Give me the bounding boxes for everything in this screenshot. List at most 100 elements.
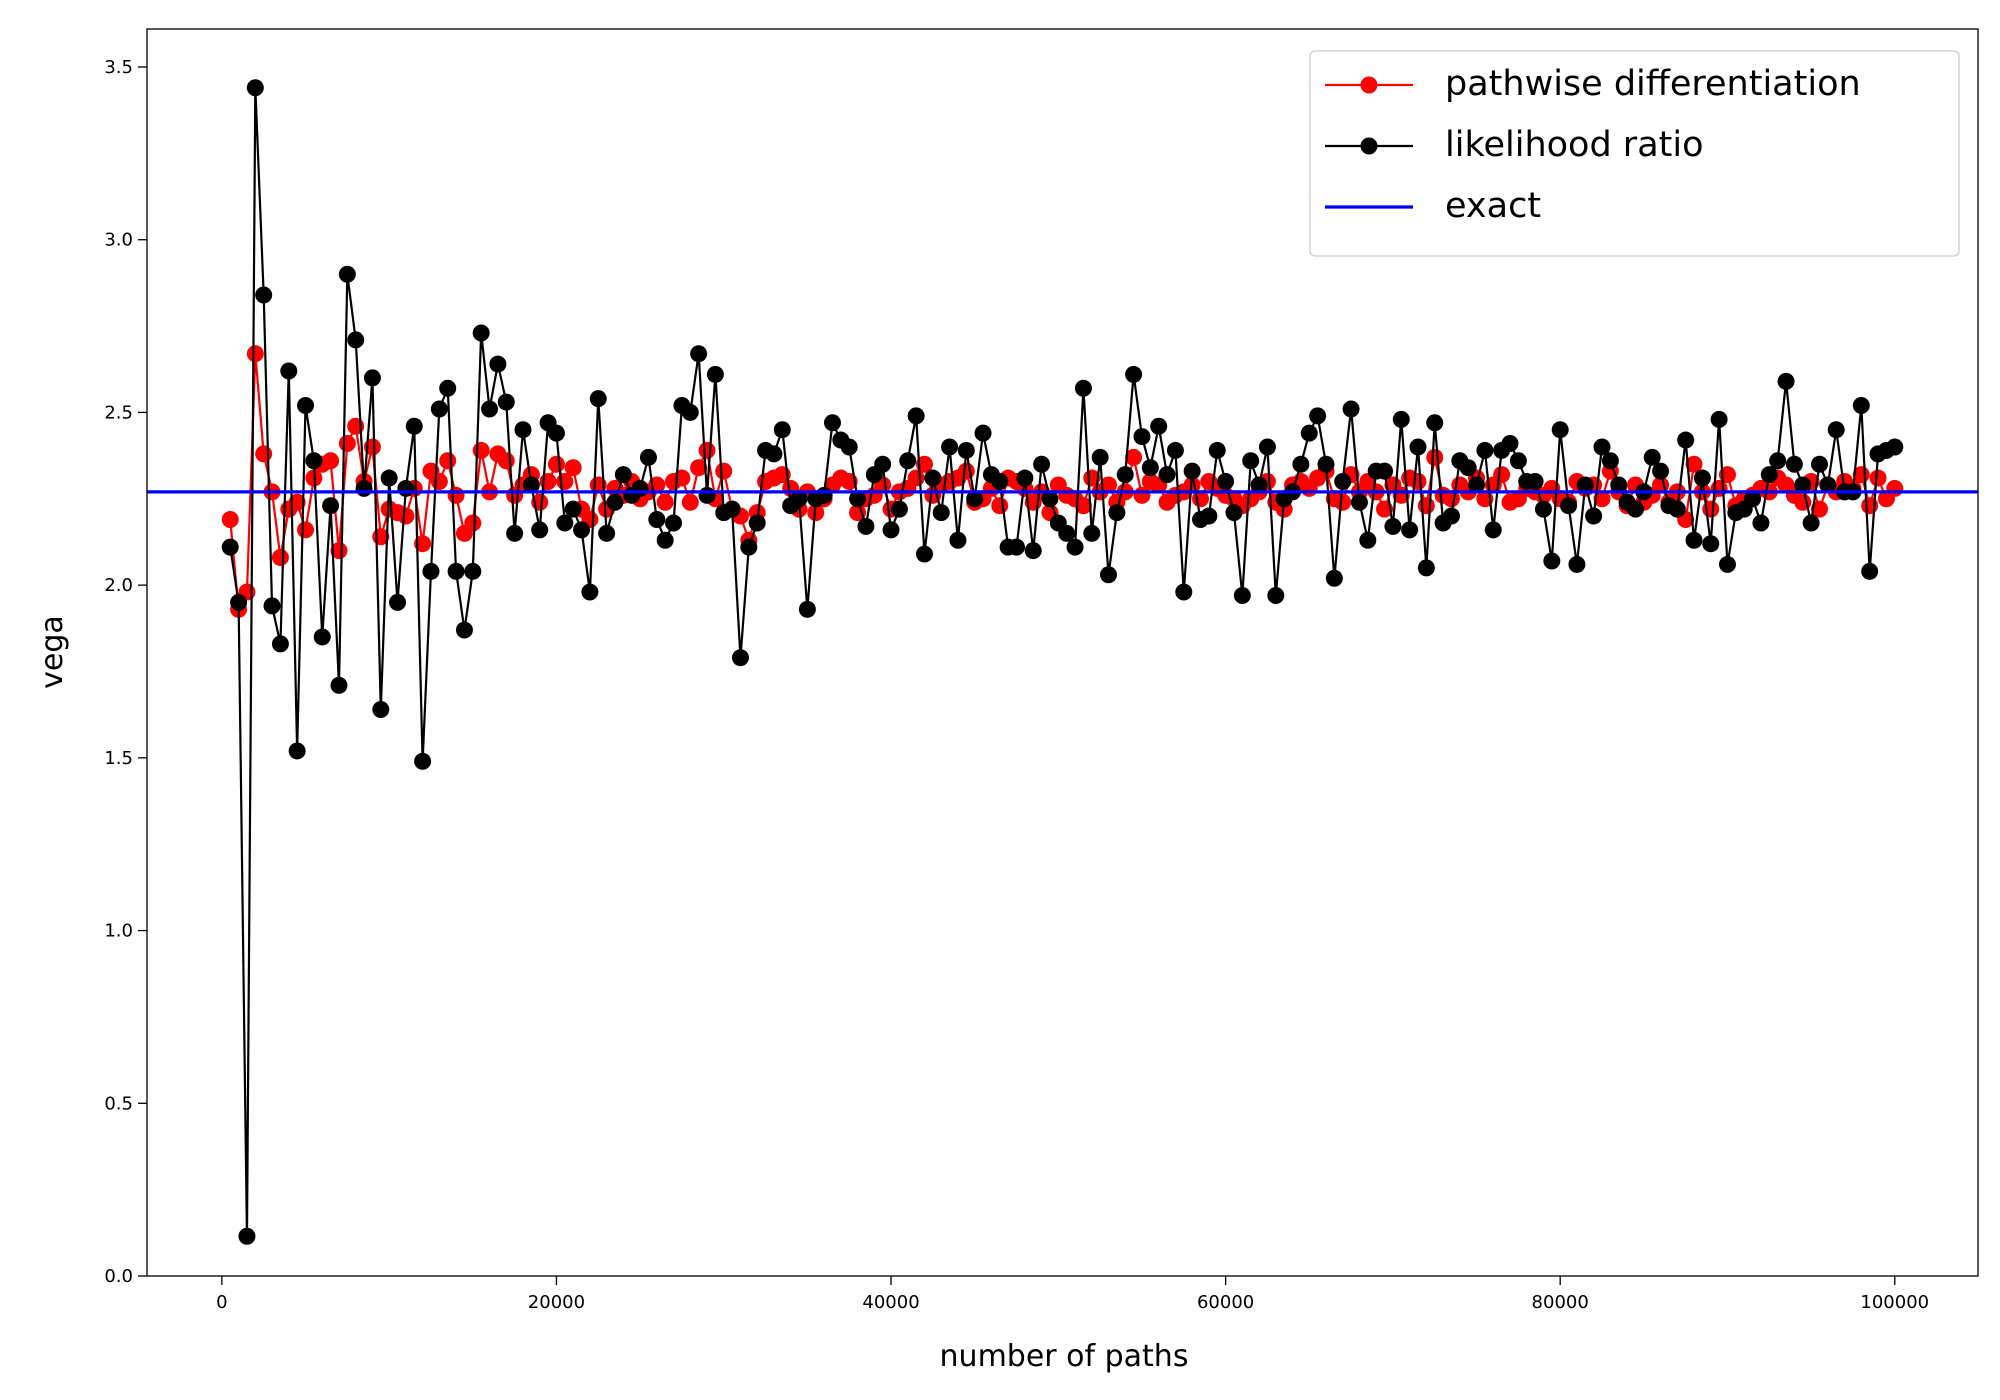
series-marker [665, 514, 683, 532]
series-marker [798, 600, 816, 618]
series-marker [907, 407, 925, 425]
series-marker [815, 486, 833, 504]
series-marker [589, 390, 607, 408]
series-marker [1384, 517, 1402, 535]
series-marker [1601, 452, 1619, 470]
series-marker [1810, 455, 1828, 473]
series-marker [1158, 466, 1176, 484]
series-marker [1175, 583, 1193, 601]
series-marker [1744, 490, 1762, 508]
series-marker [1125, 448, 1143, 466]
series-marker [297, 521, 315, 539]
series-marker [715, 462, 733, 480]
series-marker [606, 493, 624, 511]
series-marker [1125, 365, 1143, 383]
series-marker [288, 742, 306, 760]
y-tick-label: 1.5 [104, 748, 133, 769]
series-marker [271, 549, 289, 567]
series-marker [246, 345, 264, 363]
series-marker [330, 676, 348, 694]
series-marker [1610, 476, 1628, 494]
series-marker [681, 493, 699, 511]
series-marker [1476, 441, 1494, 459]
series-marker [1074, 379, 1092, 397]
series-marker [1309, 407, 1327, 425]
series-marker [1074, 497, 1092, 515]
series-marker [1217, 473, 1235, 491]
series-marker [1342, 400, 1360, 418]
series-marker [1233, 587, 1251, 605]
series-marker [246, 79, 264, 97]
series-marker [1116, 466, 1134, 484]
series-marker [322, 497, 340, 515]
series-marker [631, 479, 649, 497]
series-marker [648, 511, 666, 529]
plot-frame [146, 28, 1979, 1277]
series-marker [397, 507, 415, 525]
series-marker [1300, 424, 1318, 442]
series-marker [430, 400, 448, 418]
series-marker [1568, 555, 1586, 573]
series-marker [598, 524, 616, 542]
series-marker [1392, 410, 1410, 428]
y-tick-label: 0.5 [104, 1093, 133, 1114]
series-marker [1150, 417, 1168, 435]
series-marker [547, 455, 565, 473]
series-marker [1108, 504, 1126, 522]
series-marker [941, 438, 959, 456]
series-marker [614, 466, 632, 484]
series-marker [1794, 476, 1812, 494]
series-marker [556, 514, 574, 532]
series-marker [656, 493, 674, 511]
series-marker [455, 621, 473, 639]
series-marker [690, 345, 708, 363]
series-marker [932, 504, 950, 522]
series-marker [330, 542, 348, 560]
series-marker [731, 649, 749, 667]
series-marker [481, 400, 499, 418]
series-marker [890, 500, 908, 518]
y-axis-label: vega [35, 615, 70, 689]
series-marker [581, 583, 599, 601]
series-marker [489, 355, 507, 373]
series-marker [355, 479, 373, 497]
x-tick-label: 80000 [1532, 1292, 1589, 1313]
series-marker [698, 441, 716, 459]
y-tick-label: 2.0 [104, 575, 133, 596]
series-marker [1626, 500, 1644, 518]
series-marker [1576, 476, 1594, 494]
series-marker [924, 469, 942, 487]
series-marker [681, 403, 699, 421]
series-marker [1417, 559, 1435, 577]
series-marker [397, 479, 415, 497]
x-tick-label: 20000 [528, 1292, 585, 1313]
series-marker [957, 462, 975, 480]
series-marker [1861, 562, 1879, 580]
series-marker [564, 500, 582, 518]
series-marker [514, 421, 532, 439]
legend-label: exact [1445, 186, 1541, 226]
series-marker [1334, 473, 1352, 491]
series-marker [1852, 397, 1870, 415]
series-marker [1493, 466, 1511, 484]
series-marker [915, 545, 933, 563]
series-marker [1585, 507, 1603, 525]
series-marker [297, 397, 315, 415]
series-marker [322, 452, 340, 470]
series-marker [573, 521, 591, 539]
series-marker [1710, 410, 1728, 428]
legend-box [1309, 50, 1960, 257]
series-marker [564, 459, 582, 477]
x-tick-label: 40000 [862, 1292, 919, 1313]
series-marker [1208, 441, 1226, 459]
series-marker [1409, 438, 1427, 456]
series-marker [405, 417, 423, 435]
series-marker [305, 452, 323, 470]
series-marker [1258, 438, 1276, 456]
series-marker [238, 1227, 256, 1245]
series-marker [1869, 469, 1887, 487]
series-marker [1677, 431, 1695, 449]
series-marker [1041, 490, 1059, 508]
series-marker [338, 435, 356, 453]
series-marker [690, 459, 708, 477]
